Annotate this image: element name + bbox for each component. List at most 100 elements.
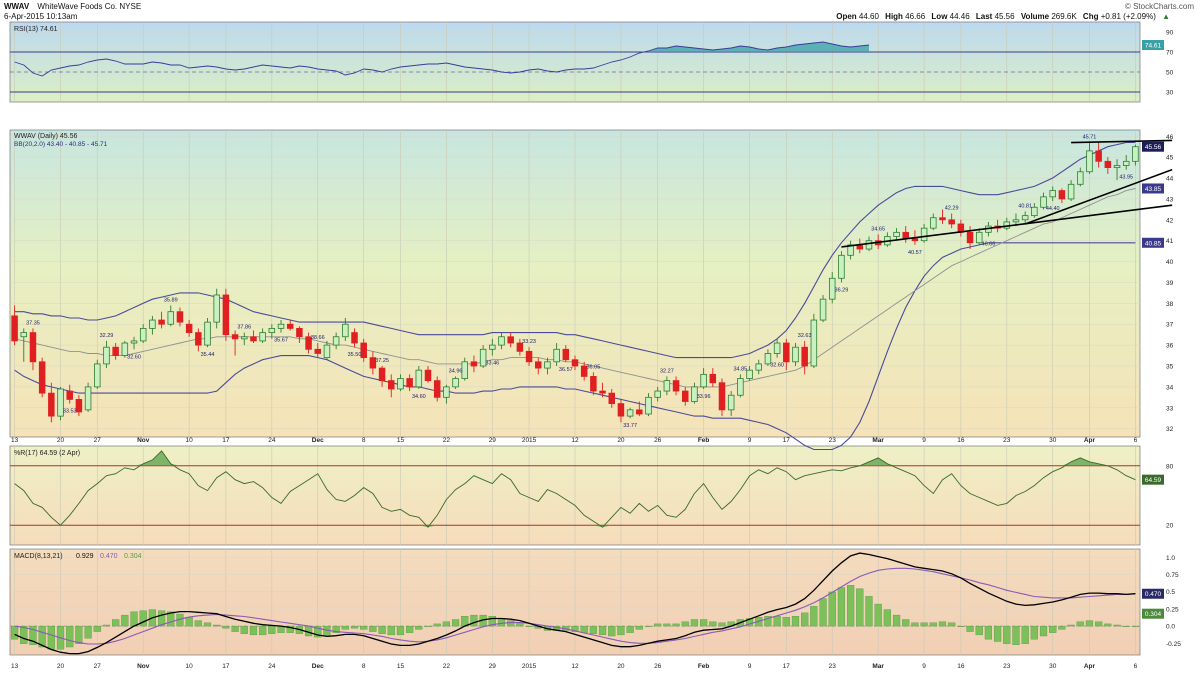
x-tick-label: Dec xyxy=(312,663,324,670)
candle-body xyxy=(681,390,689,402)
candle-body xyxy=(966,231,974,244)
candle-body xyxy=(525,350,533,363)
macd-histogram-bar xyxy=(20,625,28,644)
macd-histogram-bar xyxy=(66,625,74,648)
y-tick-label: 41 xyxy=(1166,238,1174,245)
y-tick-label: 38 xyxy=(1166,301,1174,308)
macd-histogram-bar xyxy=(157,610,166,627)
macd-histogram-bar xyxy=(948,622,956,627)
x-tick-label: Mar xyxy=(872,437,884,444)
macd-histogram-bar xyxy=(718,622,726,627)
candle-body xyxy=(636,409,643,415)
x-tick-label: 15 xyxy=(397,663,405,670)
x-tick-label: 6 xyxy=(1134,663,1138,670)
candle-body xyxy=(626,409,634,417)
candle-body xyxy=(1122,160,1130,166)
candle-body xyxy=(599,390,606,394)
macd-histogram-bar xyxy=(892,614,901,627)
macd-histogram-bar xyxy=(451,619,460,627)
candle-body xyxy=(231,334,239,340)
y-tick-label: 37 xyxy=(1166,322,1174,329)
candle-body xyxy=(204,321,211,346)
candle-body xyxy=(727,394,735,411)
price-annotation: 33.96 xyxy=(697,394,711,400)
macd-histogram-bar xyxy=(589,625,597,634)
macd-histogram-bar xyxy=(1012,625,1020,645)
x-tick-label: 17 xyxy=(783,437,791,444)
macd-legend-value: 0.304 xyxy=(124,553,142,560)
macd-histogram-bar xyxy=(130,611,138,627)
x-tick-label: 13 xyxy=(11,437,19,444)
macd-histogram-bar xyxy=(102,624,111,627)
candle-body xyxy=(57,388,64,417)
candle-body xyxy=(268,328,276,333)
x-tick-label: 10 xyxy=(186,663,194,670)
quote-label: Open xyxy=(836,12,859,21)
price-annotation: 33.77 xyxy=(623,423,637,429)
candle-body xyxy=(424,369,432,382)
candle-body xyxy=(176,311,184,323)
macd-histogram-bar xyxy=(617,625,625,636)
candle-body xyxy=(158,319,165,325)
x-tick-label: 27 xyxy=(94,437,102,444)
williams-legend: %R(17) 64.59 (2 Apr) xyxy=(14,450,80,457)
macd-histogram-bar xyxy=(681,621,689,627)
price-annotation: 40.57 xyxy=(908,250,922,256)
macd-histogram-bar xyxy=(608,625,616,637)
candle-body xyxy=(1058,190,1066,200)
y-tick-label: 32 xyxy=(1166,426,1174,433)
x-tick-label: 16 xyxy=(957,437,965,444)
candle-body xyxy=(167,311,175,325)
y-tick-label: 40 xyxy=(1166,259,1174,266)
macd-histogram-bar xyxy=(1122,625,1130,627)
x-tick-label: 24 xyxy=(268,663,276,670)
y-tick-label: 45 xyxy=(1166,155,1174,162)
candle-body xyxy=(259,332,266,342)
candle-body xyxy=(1040,196,1047,208)
candle-body xyxy=(94,363,101,388)
macd-histogram-bar xyxy=(222,625,230,629)
macd-histogram-bar xyxy=(378,625,386,634)
candle-body xyxy=(11,315,18,342)
last-value-tag xyxy=(1142,588,1164,599)
quote-label: Volume xyxy=(1020,12,1052,21)
candle-body xyxy=(1031,206,1038,217)
y-tick-label: 46 xyxy=(1166,134,1174,141)
candle-body xyxy=(1049,190,1056,198)
watermark: © StockCharts.com xyxy=(1124,2,1194,11)
candle-body xyxy=(388,380,395,390)
macd-histogram-bar xyxy=(828,591,836,627)
price-annotation: 37.25 xyxy=(375,358,389,364)
x-tick-label: 13 xyxy=(11,663,19,670)
candle-body xyxy=(213,294,220,323)
price-annotation: 40.66 xyxy=(982,242,996,248)
candle-body xyxy=(29,332,37,363)
candle-body xyxy=(544,361,551,369)
y-tick-label: 34 xyxy=(1166,384,1174,391)
candle-body xyxy=(645,396,652,415)
x-tick-label: 9 xyxy=(748,437,752,444)
macd-histogram-bar xyxy=(1058,625,1066,630)
y-tick-label: 39 xyxy=(1166,280,1174,287)
x-tick-label: Apr xyxy=(1084,663,1096,670)
macd-histogram-bar xyxy=(10,625,19,640)
price-annotation: 36.57 xyxy=(559,367,573,373)
macd-histogram-bar xyxy=(29,625,37,645)
candle-body xyxy=(617,403,625,417)
price-annotation: 35.89 xyxy=(164,297,178,303)
quote-summary: Open 44.60 High 46.66 Low 44.46 Last 45.… xyxy=(836,12,1170,21)
candle-body xyxy=(112,346,119,356)
last-value-tag xyxy=(1142,474,1164,485)
candle-body xyxy=(810,319,818,367)
y-tick-label: 43 xyxy=(1166,196,1174,203)
candle-body xyxy=(360,342,367,359)
macd-histogram-bar xyxy=(525,625,533,627)
macd-legend-value: 0.929 xyxy=(76,553,94,560)
price-annotation: 43.95 xyxy=(1119,175,1133,181)
price-legend: WWAV (Daily) 45.56 xyxy=(14,133,78,140)
candle-body xyxy=(672,380,680,392)
candle-body xyxy=(1012,219,1020,223)
candle-body xyxy=(351,332,358,344)
quote-value: 44.46 xyxy=(949,12,972,21)
candle-body xyxy=(277,323,285,329)
